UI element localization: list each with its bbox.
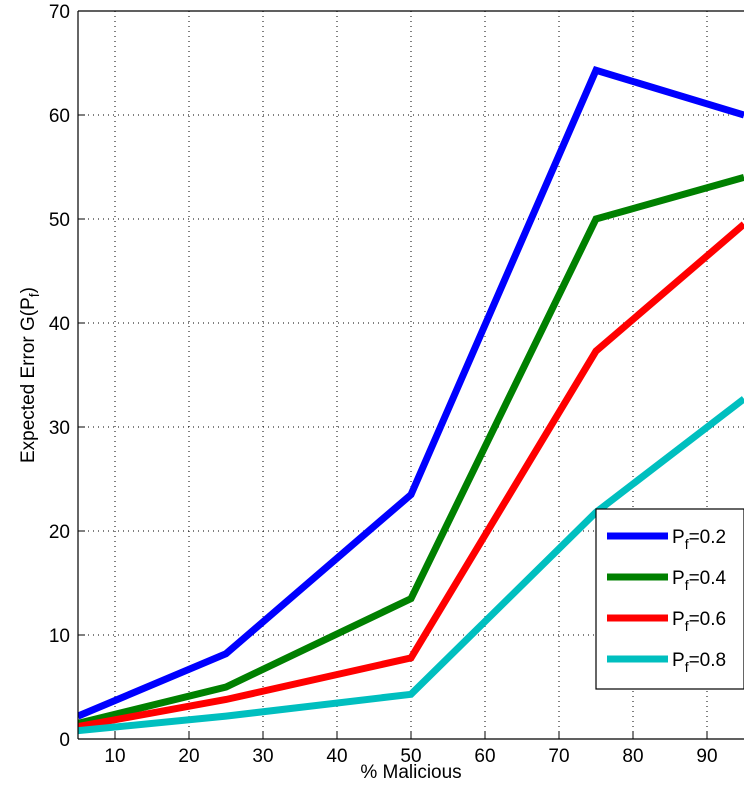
axis-ticks: 10 20 30 40 50 60 70 80 90 0 10 20 30 40 50 60 70 [49, 2, 718, 767]
x-tick-label: 20 [178, 746, 199, 767]
y-tick-label: 30 [49, 418, 70, 439]
series-line-3 [78, 221, 744, 730]
x-tick-label: 70 [548, 746, 569, 767]
x-tick-label: 30 [252, 746, 273, 767]
series-lines [78, 66, 744, 735]
legend-label-1: Pf=0.2 [672, 527, 726, 552]
x-tick-label: 50 [400, 746, 421, 767]
legend-label-3: Pf=0.6 [672, 609, 726, 634]
y-tick-label: 50 [49, 210, 70, 231]
series-line-1 [78, 66, 744, 720]
y-tick-label: 20 [49, 522, 70, 543]
y-tick-label: 10 [49, 626, 70, 647]
x-tick-label: 40 [326, 746, 347, 767]
y-tick-label: 40 [49, 314, 70, 335]
x-tick-label: 90 [696, 746, 717, 767]
x-tick-label: 10 [104, 746, 125, 767]
series-line-2 [78, 174, 744, 727]
y-tick-label: 60 [49, 106, 70, 127]
series-line-4 [78, 396, 744, 735]
x-tick-label: 80 [622, 746, 643, 767]
x-axis-label: % Malicious [360, 762, 461, 783]
legend: Pf=0.2 Pf=0.4 Pf=0.6 Pf=0.8 [595, 508, 744, 690]
y-axis-label-sub: f [26, 293, 42, 297]
y-axis-label-end: ) [18, 287, 39, 293]
y-tick-label: 70 [49, 2, 70, 23]
y-axis-label-main: Expected Error G(P [18, 297, 39, 463]
legend-label-4: Pf=0.8 [672, 650, 726, 675]
legend-label-2: Pf=0.4 [672, 568, 727, 593]
y-tick-label: 0 [59, 730, 70, 751]
x-tick-label: 60 [474, 746, 495, 767]
y-axis-label: Expected Error G(Pf) [18, 287, 42, 463]
